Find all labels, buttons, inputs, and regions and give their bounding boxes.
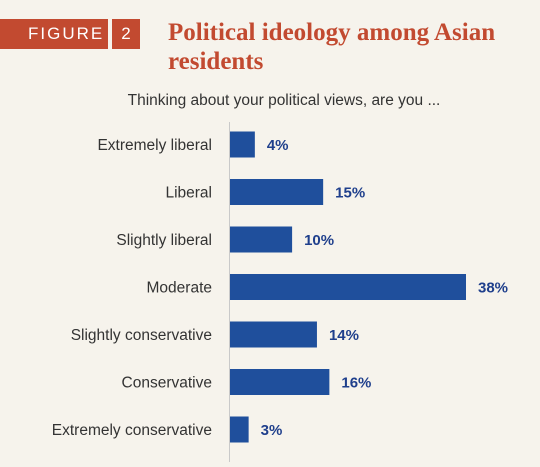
bar: [230, 321, 317, 348]
category-label: Conservative: [122, 375, 212, 392]
category-label: Slightly conservative: [71, 327, 212, 344]
bar: [230, 226, 293, 253]
value-label: 14%: [329, 327, 359, 344]
value-label: 3%: [261, 422, 283, 439]
value-label: 4%: [267, 137, 289, 154]
category-label: Extremely conservative: [52, 422, 212, 439]
value-label: 10%: [304, 232, 334, 249]
chart-title: Political ideology among Asian residents: [168, 19, 496, 75]
value-label: 16%: [341, 375, 371, 392]
bar: [230, 131, 255, 158]
value-label: 38%: [478, 280, 508, 297]
value-label: 15%: [335, 185, 365, 202]
bar: [230, 416, 249, 443]
bar: [230, 179, 324, 205]
category-label: Liberal: [165, 185, 212, 202]
bar: [230, 369, 330, 395]
figure-word: FIGURE: [0, 19, 108, 49]
figure-number: 2: [112, 19, 140, 49]
bar: [230, 274, 466, 300]
category-label: Moderate: [147, 280, 212, 297]
chart-subtitle: Thinking about your political views, are…: [127, 92, 441, 109]
category-label: Extremely liberal: [97, 137, 212, 154]
figure-badge: FIGURE 2: [0, 19, 140, 49]
category-label: Slightly liberal: [116, 232, 212, 249]
